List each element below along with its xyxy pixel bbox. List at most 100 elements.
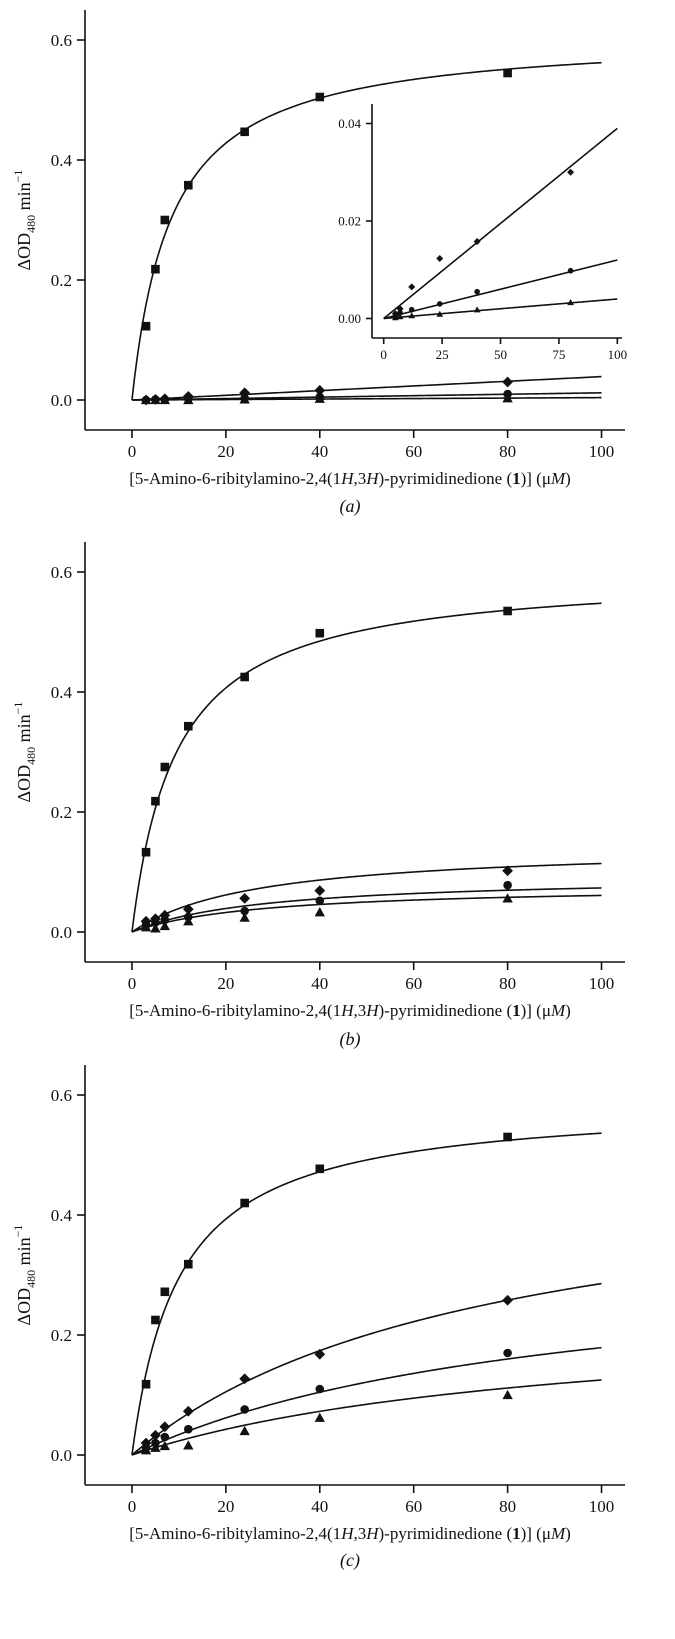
x-tick-label: 20 [217, 974, 234, 993]
inset-x-tick-label: 50 [494, 347, 507, 362]
x-tick-label: 80 [499, 974, 516, 993]
inset-fit-curve-triangle [383, 298, 618, 320]
x-tick-label: 0 [128, 974, 137, 993]
fit-curve-square [131, 61, 602, 401]
data-point-triangle [140, 394, 152, 405]
inset-y-tick-label: 0.00 [338, 311, 361, 326]
data-point-square [141, 321, 151, 331]
fit-curve-circle [131, 1346, 602, 1456]
data-point-triangle [150, 1442, 161, 1452]
inset-data-point-circle [397, 309, 403, 316]
data-point-square [315, 1164, 325, 1174]
data-point-circle [315, 1384, 325, 1394]
data-point-circle [315, 896, 325, 906]
x-tick-label: 20 [217, 1497, 234, 1516]
y-axis-label: ΔOD480 min−1 [11, 702, 38, 803]
data-point-circle [184, 1424, 193, 1434]
inset-data-point-diamond [567, 168, 575, 176]
x-tick-label: 80 [499, 1497, 516, 1516]
inset-y-tick-label: 0.02 [338, 214, 361, 229]
chart-panel-b: 0 20 40 60 80 100 0.0 0.2 0.4 0.6 ΔOD480 min−1 [5-A… [11, 542, 625, 1050]
data-point-diamond [502, 1294, 513, 1306]
y-tick-label: 0.6 [51, 1086, 72, 1105]
data-point-square [141, 847, 151, 857]
inset-data-point-circle [408, 306, 415, 313]
data-point-triangle [502, 893, 513, 903]
data-point-triangle [140, 1445, 152, 1455]
fit-curve-diamond [131, 1282, 602, 1456]
data-point-diamond [502, 376, 513, 388]
x-tick-label: 100 [589, 442, 615, 461]
x-tick-label: 60 [405, 1497, 422, 1516]
y-axis-label: ΔOD480 min−1 [11, 170, 38, 271]
data-point-diamond [314, 385, 326, 396]
data-point-triangle [150, 923, 161, 933]
panel-label: (c) [340, 1550, 360, 1571]
data-point-triangle [183, 1440, 194, 1450]
data-point-square [240, 672, 249, 682]
inset-data-point-diamond [436, 255, 444, 263]
data-point-square [141, 1379, 151, 1389]
data-point-diamond [159, 1421, 171, 1433]
data-point-triangle [239, 912, 250, 922]
y-tick-label: 0.2 [51, 1326, 72, 1345]
data-point-square [151, 1315, 160, 1325]
fit-curve-triangle [131, 894, 602, 933]
y-tick-label: 0.6 [51, 31, 72, 50]
data-point-triangle [502, 1389, 513, 1400]
inset-data-point-triangle [436, 310, 444, 317]
x-axis-label: [5-Amino-6-ribitylamino-2,4(1H,3H)-pyrim… [129, 469, 571, 488]
fit-curve-square [131, 1132, 602, 1456]
data-point-triangle [183, 916, 194, 926]
inset-y-tick-label: 0.04 [338, 116, 361, 131]
data-point-triangle [314, 1412, 325, 1422]
x-tick-label: 40 [311, 1497, 328, 1516]
inset-x-tick-label: 25 [436, 347, 449, 362]
fit-curve-circle [131, 887, 602, 933]
fit-curve-triangle [131, 396, 602, 401]
data-point-square [160, 215, 170, 225]
y-tick-label: 0.0 [51, 391, 72, 410]
data-point-diamond [314, 1348, 326, 1360]
data-point-square [503, 1132, 512, 1142]
data-point-square [240, 1198, 249, 1208]
y-tick-label: 0.0 [51, 923, 72, 942]
inset-data-point-triangle [473, 306, 481, 313]
data-point-diamond [150, 1429, 161, 1441]
inset-x-tick-label: 75 [552, 347, 565, 362]
x-tick-label: 60 [405, 974, 422, 993]
inset-data-point-diamond [408, 283, 416, 291]
data-point-square [160, 762, 170, 772]
inset-fit-curve-diamond [383, 127, 618, 320]
fit-curve-diamond [131, 375, 602, 401]
data-point-square [160, 1287, 170, 1297]
y-tick-label: 0.2 [51, 271, 72, 290]
fit-curve-square [131, 602, 602, 933]
data-point-triangle [314, 907, 325, 917]
data-point-triangle [314, 393, 325, 403]
data-point-triangle [159, 920, 170, 931]
data-point-square [503, 68, 512, 78]
data-point-square [151, 264, 160, 274]
data-point-square [240, 127, 249, 137]
inset-data-point-triangle [567, 299, 574, 306]
data-point-triangle [150, 394, 161, 405]
y-axis-label: ΔOD480 min−1 [11, 1225, 38, 1326]
data-point-triangle [183, 394, 194, 405]
fit-curve-diamond [131, 862, 602, 933]
inset-data-point-diamond [473, 237, 481, 245]
data-point-diamond [182, 1405, 194, 1417]
y-tick-label: 0.4 [51, 151, 73, 170]
data-point-square [315, 628, 325, 638]
data-point-triangle [140, 922, 152, 932]
inset-x-tick-label: 0 [380, 347, 387, 362]
data-point-triangle [239, 394, 250, 404]
data-point-triangle [159, 1440, 170, 1451]
panel-label: (a) [340, 496, 361, 517]
data-point-square [184, 180, 193, 190]
inset-data-point-circle [474, 288, 480, 295]
data-point-diamond [239, 893, 251, 904]
data-point-diamond [239, 1373, 251, 1385]
x-axis-label: [5-Amino-6-ribitylamino-2,4(1H,3H)-pyrim… [129, 1001, 571, 1020]
